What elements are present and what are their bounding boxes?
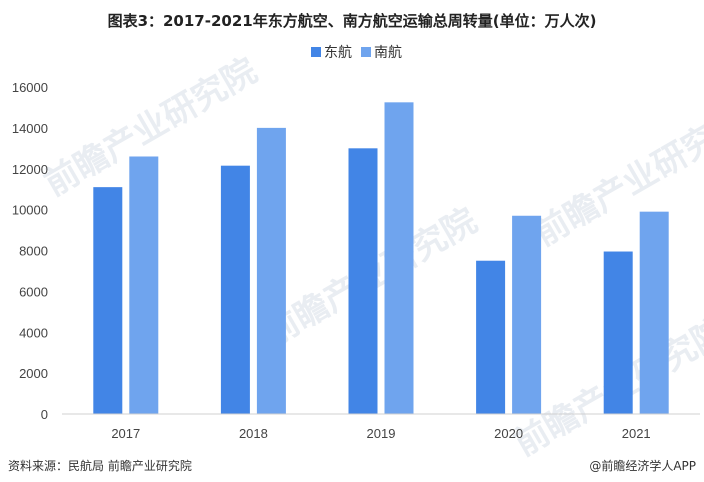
legend-swatch <box>311 47 321 57</box>
x-tick-label: 2019 <box>367 426 396 441</box>
y-axis: 0 2000 4000 6000 8000 10000 12000 14000 16000 <box>12 80 48 422</box>
x-tick-label: 2017 <box>111 426 140 441</box>
x-tick-label: 2018 <box>239 426 268 441</box>
x-tick-label: 2021 <box>622 426 651 441</box>
legend-label: 南航 <box>374 45 402 61</box>
bar-east-2021 <box>603 251 633 414</box>
bar-east-2019 <box>348 148 378 414</box>
x-tick-label: 2020 <box>494 426 523 441</box>
bar-south-2019 <box>384 102 414 414</box>
y-tick-label: 8000 <box>19 244 48 259</box>
y-tick-label: 0 <box>41 407 48 422</box>
brand-note: @前瞻经济学人APP <box>589 459 696 473</box>
y-tick-label: 12000 <box>12 162 48 177</box>
bar-south-2021 <box>639 211 669 414</box>
legend-label: 东航 <box>324 45 352 61</box>
legend-swatch <box>361 47 371 57</box>
bar-south-2020 <box>512 215 542 414</box>
chart-title: 图表3：2017-2021年东方航空、南方航空运输总周转量(单位：万人次) <box>107 12 597 30</box>
y-tick-label: 10000 <box>12 203 48 218</box>
source-note: 资料来源：民航局 前瞻产业研究院 <box>8 459 192 473</box>
bars <box>93 102 669 415</box>
y-tick-label: 6000 <box>19 284 48 299</box>
y-tick-label: 16000 <box>12 80 48 95</box>
bar-east-2018 <box>220 165 250 414</box>
bar-south-2017 <box>129 156 159 415</box>
x-axis: 2017 2018 2019 2020 2021 <box>62 413 700 441</box>
bar-east-2020 <box>476 260 506 414</box>
y-tick-label: 2000 <box>19 366 48 381</box>
bar-east-2017 <box>93 187 123 414</box>
y-tick-label: 14000 <box>12 121 48 136</box>
y-tick-label: 4000 <box>19 325 48 340</box>
bar-south-2018 <box>256 127 286 414</box>
legend: 东航 南航 <box>311 45 402 61</box>
